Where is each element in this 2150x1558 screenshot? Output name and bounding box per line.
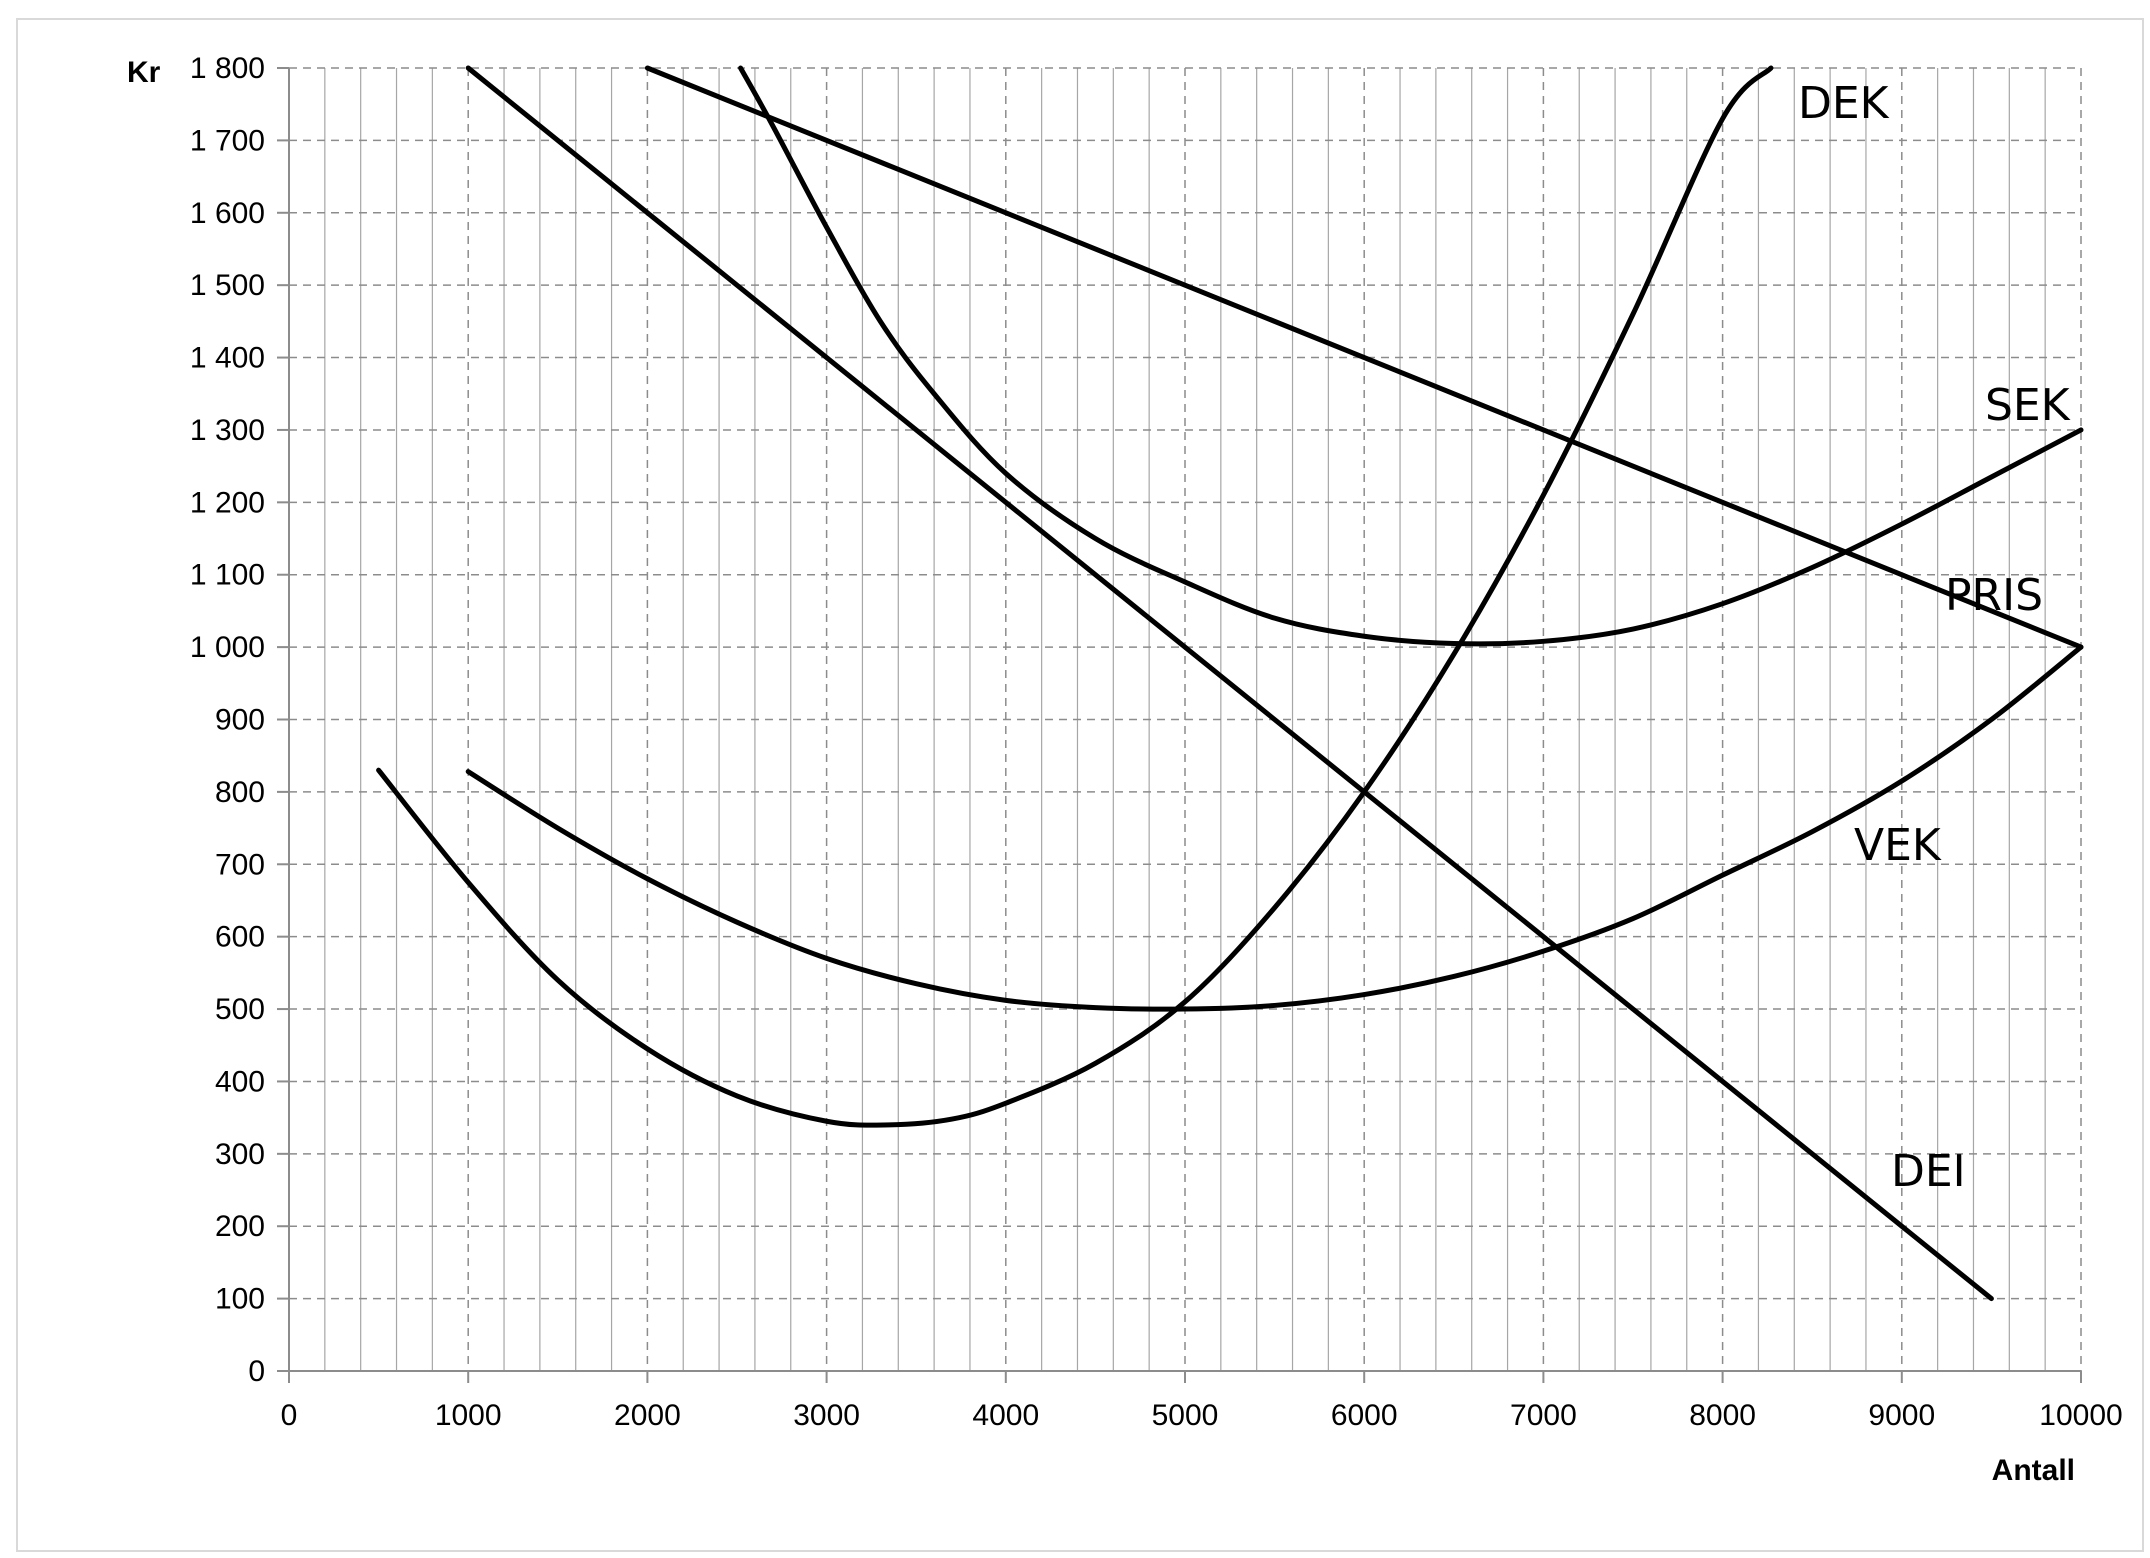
x-axis-tick-labels: 0 1000 2000 3000 4000 5000 6000 7000 8000 9000 100… [281,1399,2123,1432]
chart-frame: 0 1000 2000 3000 4000 5000 6000 7000 8000 9000 100… [16,18,2144,1552]
series-label-sek: SEK [1985,380,2071,431]
y-tick-label: 1 800 [190,52,265,85]
y-tick-label: 400 [215,1065,265,1098]
y-tick-label: 100 [215,1283,265,1316]
x-tick-label: 1000 [435,1399,502,1432]
series-line-sek [738,65,2084,647]
y-tick-label: 200 [215,1210,265,1243]
y-tick-label: 500 [215,993,265,1026]
y-tick-label: 300 [215,1138,265,1171]
y-tick-label: 1 500 [190,269,265,302]
line-chart: 0 1000 2000 3000 4000 5000 6000 7000 8000 9000 100… [127,52,2123,1487]
y-tick-label: 1 300 [190,414,265,447]
y-tick-label: 1 200 [190,486,265,519]
x-tick-label: 7000 [1510,1399,1577,1432]
y-tick-label: 700 [215,848,265,881]
y-axis-title: Kr [127,56,161,89]
y-tick-label: 1 400 [190,342,265,375]
y-axis-tick-labels: 0 100 200 300 400 500 600 700 800 900 1 000 1 100 1 … [190,52,265,1388]
series-label-vek: VEK [1854,820,1942,871]
series-line-vek [465,644,2084,1012]
x-axis-title: Antall [1992,1454,2075,1487]
y-tick-label: 600 [215,921,265,954]
y-tick-label: 1 600 [190,197,265,230]
axes [277,67,2082,1383]
x-tick-label: 5000 [1152,1399,1219,1432]
x-tick-label: 6000 [1331,1399,1398,1432]
series-lines [376,65,2084,1302]
x-tick-label: 4000 [972,1399,1039,1432]
y-tick-label: 800 [215,776,265,809]
x-tick-label: 0 [281,1399,298,1432]
series-line-pris [644,65,2084,650]
series-label-dek: DEK [1798,78,1890,129]
x-tick-label: 2000 [614,1399,681,1432]
y-tick-label: 1 700 [190,124,265,157]
x-tick-label: 3000 [793,1399,860,1432]
x-tick-label: 10000 [2039,1399,2122,1432]
y-tick-label: 1 000 [190,631,265,664]
series-label-pris: PRIS [1945,570,2043,621]
x-tick-label: 9000 [1868,1399,1935,1432]
y-tick-label: 1 100 [190,559,265,592]
y-tick-label: 0 [248,1355,265,1388]
x-tick-label: 8000 [1689,1399,1756,1432]
series-line-dek [376,65,1774,1128]
series-label-dei: DEI [1891,1146,1966,1197]
series-line-dei [465,65,1994,1302]
y-tick-label: 900 [215,704,265,737]
major-gridlines [289,67,2082,1371]
